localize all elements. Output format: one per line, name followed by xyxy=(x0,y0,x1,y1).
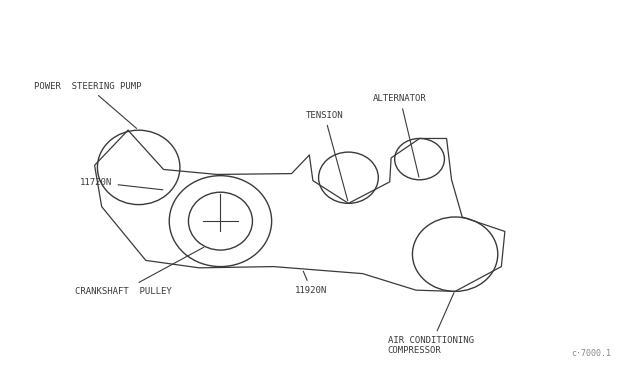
Text: TENSION: TENSION xyxy=(306,111,348,201)
Text: 11720N: 11720N xyxy=(81,178,163,190)
Text: c·7000.1: c·7000.1 xyxy=(571,349,611,358)
Text: POWER  STEERING PUMP: POWER STEERING PUMP xyxy=(34,82,141,128)
Text: CRANKSHAFT  PULLEY: CRANKSHAFT PULLEY xyxy=(75,247,204,295)
Text: ALTERNATOR: ALTERNATOR xyxy=(373,94,427,177)
Text: AIR CONDITIONING
COMPRESSOR: AIR CONDITIONING COMPRESSOR xyxy=(388,293,474,356)
Text: 11920N: 11920N xyxy=(295,271,328,295)
